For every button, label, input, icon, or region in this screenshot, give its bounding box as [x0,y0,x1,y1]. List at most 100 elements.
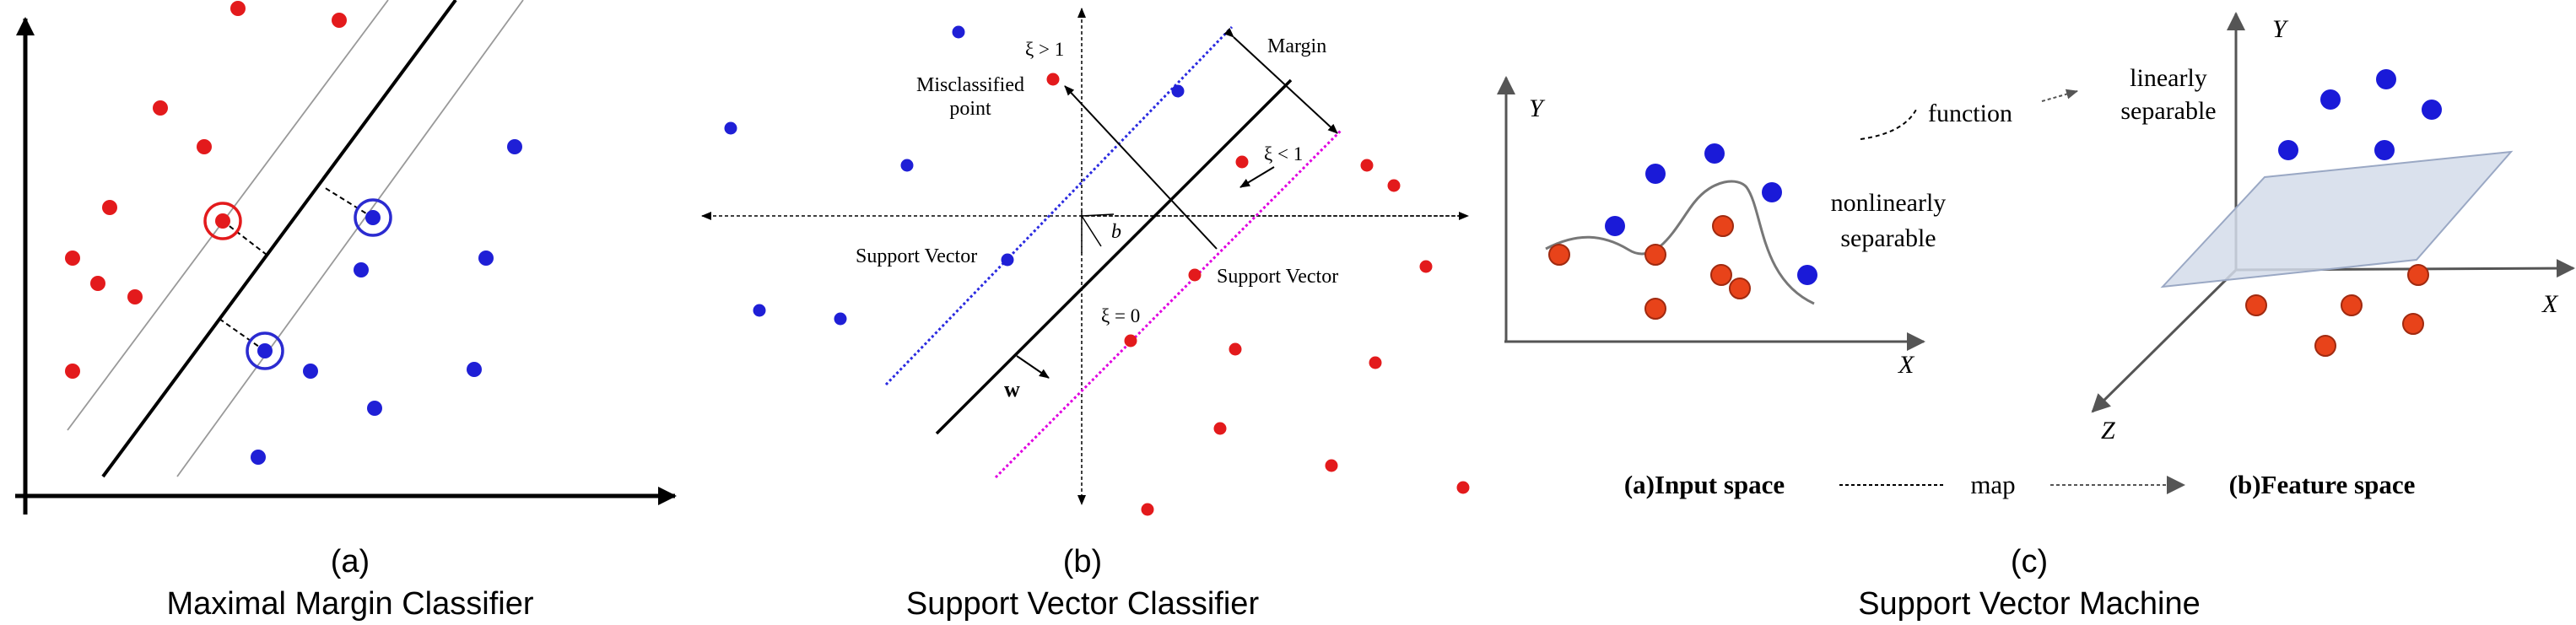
panel-a-distance-red [222,220,267,256]
panel-b-red-point-7 [1124,334,1137,348]
panel-a-support-ring-blue-top [354,198,392,237]
panel-a-red-point-2 [332,13,347,28]
panel-c-label-x-right: X [2541,290,2559,318]
panel-b-red-point-8 [1229,342,1242,356]
panel-c-label-input-space: (a)Input space [1624,470,1785,499]
panel-c-separating-plane [2160,150,2514,288]
panel-a-distance-blue-bottom [219,318,266,352]
panel-b-red-point-12 [1456,481,1470,494]
panel-b-red-points [1046,73,1470,516]
panel-b-label-sv-right: Support Vector [1217,266,1338,288]
panel-c-label-y-right: Y [2272,15,2289,43]
panel-c-left-orange-point-1 [1548,244,1570,266]
panel-c-right-z-axis [2091,268,2238,413]
panel-a-blue-point-5 [257,343,273,358]
panel-b-label-xi-eq-0: ξ = 0 [1101,305,1140,326]
panel-c-left-blue-point-4 [1762,182,1782,202]
panel-b-red-point-4 [1387,179,1401,192]
panel-b-blue-point-6 [753,304,766,317]
panel-b-title: Support Vector Classifier [906,586,1260,622]
panel-c-label-nonlinearly-separable: separable [1840,224,1936,252]
panel-b-label-xi-gt-1: ξ > 1 [1025,39,1064,60]
panel-a-blue-point-7 [467,362,482,377]
panel-b-red-point-11 [1325,459,1338,472]
panel-b-label-b: b [1111,221,1121,243]
panel-b-red-point-1 [1046,73,1060,86]
panel-c-left-blue-point-2 [1704,143,1725,164]
panel-c-right-orange-point-3 [2341,294,2363,316]
panel-b-blue-point-5 [1001,253,1014,267]
panel-b-blue-point-2 [724,121,737,135]
panel-c-right-orange-point-5 [2314,335,2336,357]
panel-a-support-ring-red [203,202,242,240]
panel-c-label-z-right: Z [2101,417,2115,445]
panel-b-red-point-9 [1369,356,1382,369]
panel-b-red-point-10 [1213,422,1227,435]
panel-a-red-point-9 [127,289,143,304]
panel-c-right-orange-point-1 [2407,264,2429,286]
panel-b-label-w: w [1004,377,1020,401]
panel-a-letter: (a) [331,544,370,579]
panel-c-label-linearly-separable: separable [2120,97,2216,125]
panel-b-red-point-5 [1419,260,1433,273]
panel-c-left-orange-point-2 [1644,244,1666,266]
panel-c-right-orange-points [2245,264,2429,357]
panel-c-label-linearly: linearly [2130,64,2207,92]
panel-a-blue-point-6 [303,364,318,379]
panel-a-red-point-3 [153,100,168,116]
panel-a-title: Maximal Margin Classifier [167,586,534,622]
panel-b-red-point-13 [1141,503,1154,516]
panel-b-label-point: point [949,98,991,120]
panel-c-left-blue-point-1 [1645,164,1666,184]
panel-b-hyperplane [935,78,1293,435]
panel-b-red-point-6 [1188,268,1202,282]
panel-b-blue-point-4 [1171,84,1185,98]
panel-c-label-nonlinearly: nonlinearly [1831,189,1947,217]
panel-c-right-blue-points [2278,69,2442,160]
panel-c-label-function: function [1928,100,2012,127]
panel-a-blue-point-9 [251,450,266,465]
panel-a-margin-line-lower [176,0,524,477]
panel-b-label-misclassified: Misclassified [916,74,1024,96]
panel-a-blue-point-2 [365,210,381,225]
panel-a-support-ring-blue-bottom [246,331,284,370]
panel-a-red-point-8 [90,276,105,291]
panel-c-left-orange-point-3 [1712,215,1734,237]
panel-a-red-point-4 [197,139,212,154]
panel-a-margin-line-upper [67,0,389,431]
panel-c-left-orange-point-5 [1644,298,1666,320]
panel-a-red-point-6 [215,213,230,229]
panel-b-red-point-2 [1360,159,1374,172]
panel-a-blue-point-8 [367,401,382,416]
panel-c-right-blue-point-4 [2278,140,2298,160]
panel-b-letter: (b) [1063,544,1102,579]
panel-b-b-arrow-1 [1081,215,1102,247]
panel-c-left-orange-points [1548,215,1751,320]
panel-a-blue-point-3 [478,251,494,266]
panel-c-right-orange-point-2 [2245,294,2267,316]
panel-b-b-arrow-2 [1081,213,1115,217]
panel-c-nonlinear-boundary [1545,180,1815,305]
panel-c-left-orange-point-6 [1729,277,1751,299]
panel-a-red-point-7 [65,251,80,266]
panel-c-left-blue-point-3 [1605,216,1625,236]
panel-a-blue-points [251,139,522,465]
panel-c-title: Support Vector Machine [1858,586,2201,622]
panel-a-blue-point-1 [507,139,522,154]
panel-b-label-sv-left: Support Vector [856,245,977,267]
panel-a: (a) Maximal Margin Classifier [15,0,677,622]
panel-b-blue-point-7 [834,312,847,326]
panel-c: Y X function nonlinearly separable linea… [1497,12,2575,622]
panel-c-label-y-left: Y [1529,94,1546,122]
panel-a-red-point-1 [230,1,246,16]
panel-b: ξ > 1 Misclassified point Margin ξ < 1 b… [701,8,1470,622]
panel-a-red-point-10 [65,364,80,379]
panel-c-label-map: map [1970,470,2015,499]
panel-b-blue-points [724,25,1185,326]
panel-b-blue-point-1 [952,25,965,39]
panel-c-left-orange-point-4 [1710,264,1732,286]
panel-b-blue-point-3 [900,159,914,172]
panel-c-left-blue-point-5 [1797,265,1817,285]
panel-c-label-feature-space: (b)Feature space [2229,470,2416,499]
